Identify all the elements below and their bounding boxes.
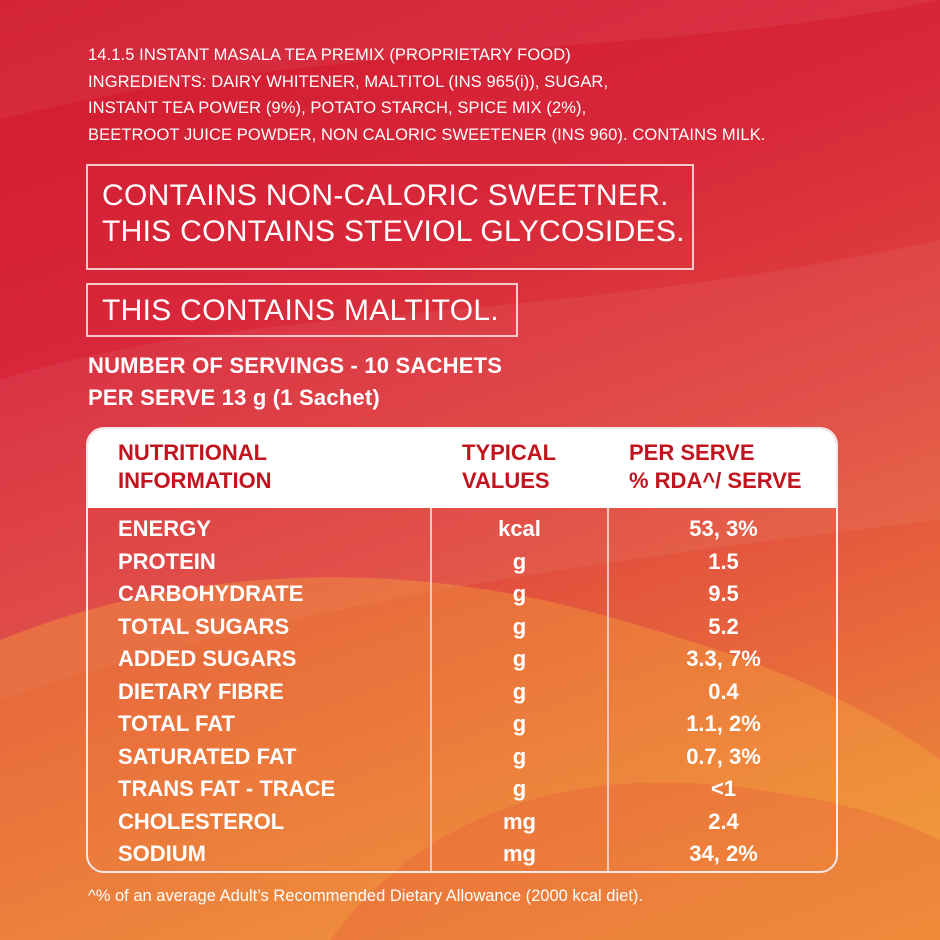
table-row: TOTAL SUGARS g 5.2 [88,611,836,644]
nutrient-value: 3.3, 7% [686,646,761,671]
table-row: ENERGY kcal 53, 3% [88,513,836,546]
header-text: VALUES [462,468,550,493]
header-text: NUTRITIONAL [118,440,268,465]
nutrient-value: 0.7, 3% [686,743,761,769]
table-row: PROTEIN g 1.5 [88,546,836,579]
column-divider [430,508,432,871]
nutrient-name: ADDED SUGARS [118,646,297,671]
table-row: TRANS FAT - TRACE g <1 [88,773,836,806]
nutrient-name: DIETARY FIBRE [118,678,284,704]
ingredients-line: INGREDIENTS: DAIRY WHITENER, MALTITOL (I… [88,72,609,91]
header-per-serve: PER SERVE % RDA^/ SERVE [629,439,802,495]
nutrient-name: CHOLESTEROL [118,808,285,834]
ingredients-line: BEETROOT JUICE POWDER, NON CALORIC SWEET… [88,125,766,144]
nutrient-unit: g [512,548,527,574]
table-row: CARBOHYDRATE g 9.5 [88,578,836,611]
nutrient-value: 1.1, 2% [686,711,761,736]
nutrient-value: 0.4 [708,678,739,704]
table-row: DIETARY FIBRE g 0.4 [88,676,836,709]
nutrient-name: SATURATED FAT [118,743,297,769]
nutrient-value: 2.4 [708,808,739,834]
column-divider [607,508,609,871]
ingredients-block: 14.1.5 INSTANT MASALA TEA PREMIX (PROPRI… [88,42,908,148]
header-nutritional-information: NUTRITIONAL INFORMATION [118,439,272,495]
servings-info: NUMBER OF SERVINGS - 10 SACHETS PER SERV… [88,350,502,414]
nutrient-value: 53, 3% [689,516,758,541]
nutrient-unit: g [512,678,527,704]
maltitol-notice-box: THIS CONTAINS MALTITOL. [86,283,518,337]
nutrient-value: 9.5 [708,581,739,606]
servings-count: NUMBER OF SERVINGS - 10 SACHETS [88,353,503,378]
nutrient-unit: g [512,743,527,769]
header-text: % RDA^/ SERVE [629,468,802,493]
nutrition-rows: ENERGY kcal 53, 3% PROTEIN g 1.5 CARBOHY… [88,513,836,871]
header-typical-values: TYPICAL VALUES [462,439,556,495]
nutrient-unit: g [512,776,527,801]
nutrient-unit: kcal [498,516,541,541]
nutrient-name: TOTAL SUGARS [118,613,290,639]
nutrient-unit: mg [503,841,536,866]
sweetener-notice-line1: CONTAINS NON-CALORIC SWEETNER. [102,179,669,212]
nutrition-table: NUTRITIONAL INFORMATION TYPICAL VALUES P… [86,427,838,873]
nutrient-name: TRANS FAT - TRACE [118,776,336,801]
header-text: PER SERVE [629,440,755,465]
nutrient-unit: g [512,711,527,736]
header-text: INFORMATION [118,468,272,493]
ingredients-line: INSTANT TEA POWER (9%), POTATO STARCH, S… [88,99,587,117]
nutrient-name: SODIUM [118,841,206,866]
nutrient-unit: mg [503,808,536,834]
nutrient-unit: g [512,613,527,639]
nutrient-unit: g [512,581,527,606]
product-category-line: 14.1.5 INSTANT MASALA TEA PREMIX (PROPRI… [88,46,571,64]
nutrient-name: CARBOHYDRATE [118,581,304,606]
nutrient-value: 34, 2% [689,841,758,866]
table-row: CHOLESTEROL mg 2.4 [88,806,836,839]
table-row: TOTAL FAT g 1.1, 2% [88,708,836,741]
nutrient-value: <1 [710,776,737,801]
maltitol-notice-text: THIS CONTAINS MALTITOL. [102,294,499,327]
nutrition-table-header: NUTRITIONAL INFORMATION TYPICAL VALUES P… [88,429,836,508]
table-row: ADDED SUGARS g 3.3, 7% [88,643,836,676]
nutrient-unit: g [512,646,527,671]
table-row: SATURATED FAT g 0.7, 3% [88,741,836,774]
header-text: TYPICAL [462,440,557,465]
nutrient-name: PROTEIN [118,548,216,574]
table-row: SODIUM mg 34, 2% [88,838,836,871]
nutrient-name: ENERGY [118,516,211,541]
sweetener-notice-box: CONTAINS NON-CALORIC SWEETNER. THIS CONT… [86,164,694,270]
sweetener-notice-line2: THIS CONTAINS STEVIOL GLYCOSIDES. [102,215,685,248]
serving-size: PER SERVE 13 g (1 Sachet) [88,385,380,410]
nutrient-name: TOTAL FAT [118,711,235,736]
nutrient-value: 1.5 [708,548,739,574]
rda-footnote: ^% of an average Adult’s Recommended Die… [88,887,643,905]
nutrient-value: 5.2 [708,613,739,639]
